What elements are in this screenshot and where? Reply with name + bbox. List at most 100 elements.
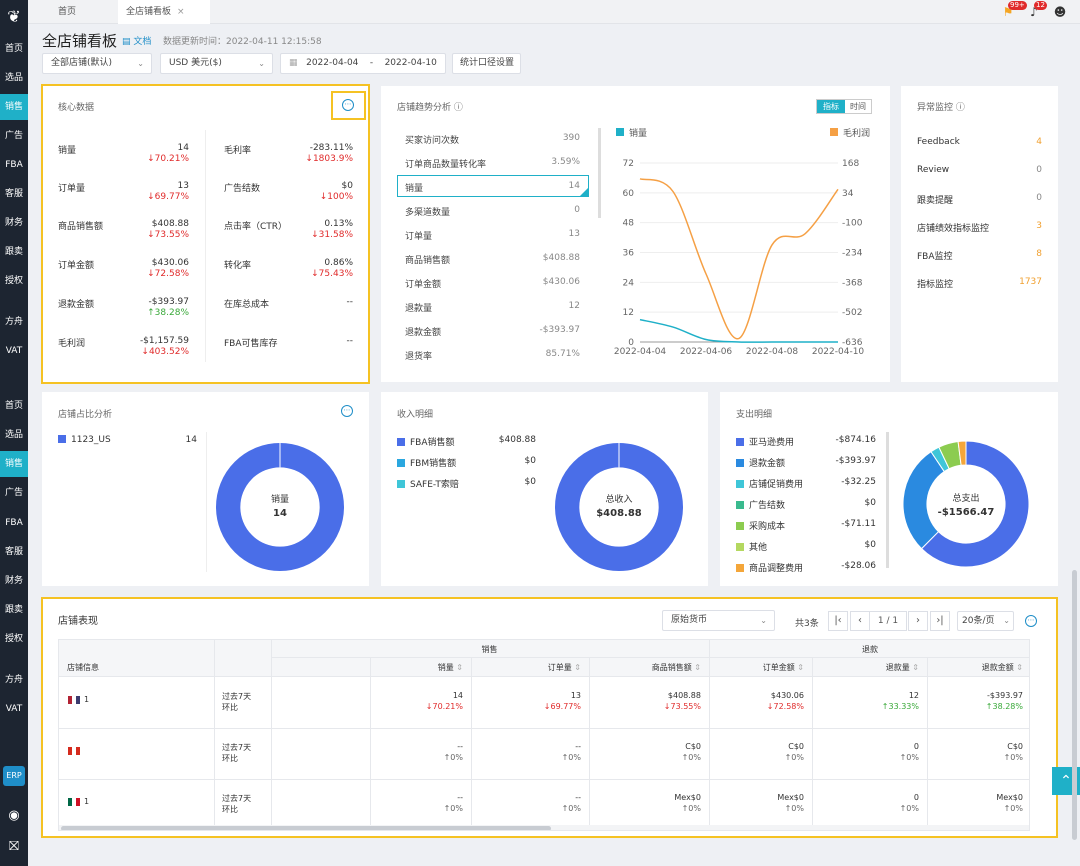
tab-board[interactable]: 全店铺看板 × (118, 0, 210, 24)
scrollbar-thumb[interactable] (61, 826, 551, 830)
alert-label[interactable]: FBA监控 (917, 252, 953, 262)
alert-count[interactable]: 0 (1036, 193, 1042, 203)
column-header[interactable]: 商品销售额 ⇕ (589, 662, 701, 673)
sort-icon[interactable]: ⇕ (453, 663, 463, 672)
page-scrollbar[interactable] (1072, 570, 1077, 840)
sidebar-item[interactable]: 财务 (4, 576, 23, 586)
store-name[interactable]: 1 (84, 797, 90, 806)
sidebar-item[interactable]: 授权 (4, 276, 23, 286)
legend-item[interactable]: 亚马逊费用 (736, 435, 794, 448)
store-select[interactable]: 全部店铺(默认) ⌄ (42, 53, 152, 74)
help-icon[interactable]: ◉ (8, 808, 20, 823)
sidebar-item[interactable]: 跟卖 (4, 605, 23, 615)
gift-icon[interactable]: ⛝ (9, 839, 19, 854)
sidebar-item[interactable]: FBA (5, 160, 23, 170)
expense-scrollbar[interactable] (886, 432, 889, 568)
alert-label[interactable]: Feedback (917, 137, 960, 147)
column-header[interactable]: 退款量 ⇕ (812, 662, 919, 673)
legend-item[interactable]: 商品调整费用 (736, 561, 803, 574)
first-page-button[interactable]: |‹ (828, 611, 848, 631)
sidebar-item[interactable]: 广告 (4, 488, 23, 498)
sidebar-item[interactable]: 广告 (4, 131, 23, 141)
last-page-button[interactable]: ›| (930, 611, 950, 631)
legend-item[interactable]: FBA销售额 (397, 435, 455, 448)
toggle-time[interactable]: 时间 (850, 102, 866, 111)
more-icon[interactable]: ⋯ (342, 99, 354, 111)
sidebar-item[interactable]: 客服 (4, 547, 23, 557)
alert-label[interactable]: 指标监控 (917, 280, 954, 290)
sort-icon[interactable]: ⇕ (794, 663, 804, 672)
sidebar-item[interactable]: 选品 (4, 430, 23, 440)
trend-metric-label[interactable]: 退款量 (405, 304, 433, 314)
sort-icon[interactable]: ⇕ (909, 663, 919, 672)
trend-metric-label[interactable]: 多渠道数量 (405, 208, 451, 218)
selected-metric-box[interactable] (397, 175, 589, 197)
sidebar-item[interactable]: 方舟 (4, 675, 23, 685)
sort-icon[interactable]: ⇕ (1013, 663, 1023, 672)
trend-metric-label[interactable]: 销量 (405, 184, 424, 194)
legend-item[interactable]: SAFE-T索赔 (397, 477, 459, 490)
sidebar-item[interactable]: 客服 (4, 189, 23, 199)
sidebar-item[interactable]: FBA (5, 518, 23, 528)
store-name[interactable]: 1 (84, 695, 90, 704)
trend-metric-label[interactable]: 退货率 (405, 352, 433, 362)
trend-metric-label[interactable]: 订单量 (405, 232, 433, 242)
page-size-select[interactable]: 20条/页 ⌄ (957, 611, 1014, 631)
sidebar-item[interactable]: VAT (5, 704, 23, 714)
alert-count[interactable]: 8 (1036, 249, 1042, 259)
legend-item[interactable]: 广告结数 (736, 498, 785, 511)
legend-item[interactable]: FBM销售额 (397, 456, 456, 469)
trend-metric-label[interactable]: 买家访问次数 (405, 136, 460, 146)
sort-icon[interactable]: ⇕ (691, 663, 701, 672)
sidebar-item[interactable]: 选品 (4, 73, 23, 83)
sidebar-item[interactable]: 销售 (0, 94, 28, 120)
stats-settings-button[interactable]: 统计口径设置 (452, 53, 521, 74)
column-header[interactable]: 订单金额 ⇕ (709, 662, 804, 673)
sidebar-item[interactable]: 跟卖 (4, 247, 23, 257)
tab-home[interactable]: 首页 (58, 7, 77, 17)
doc-link[interactable]: ▤ 文档 (122, 37, 152, 47)
sort-icon[interactable]: ⇕ (571, 663, 581, 672)
legend-item[interactable]: 1123_US (58, 435, 111, 445)
sidebar-item[interactable]: 首页 (4, 44, 23, 54)
alert-label[interactable]: 店铺绩效指标监控 (917, 224, 990, 234)
sidebar-item[interactable]: 方舟 (4, 317, 23, 327)
alert-label[interactable]: 跟卖提醒 (917, 196, 954, 206)
user-avatar-icon[interactable]: ☻ (1053, 5, 1067, 19)
trend-metric-label[interactable]: 订单金额 (405, 280, 442, 290)
sidebar-item[interactable]: 销售 (0, 451, 28, 477)
horizontal-scrollbar[interactable] (59, 825, 1029, 830)
toggle-metric[interactable]: 指标 (817, 100, 845, 113)
currency-select[interactable]: USD 美元($) ⌄ (160, 53, 273, 74)
sidebar-item[interactable]: 财务 (4, 218, 23, 228)
trend-metric-label[interactable]: 订单商品数量转化率 (405, 160, 487, 170)
sidebar-item[interactable]: 授权 (4, 634, 23, 644)
more-icon[interactable]: ⋯ (1025, 615, 1037, 627)
page-indicator[interactable]: 1 / 1 (869, 611, 907, 631)
alert-label[interactable]: Review (917, 165, 950, 175)
date-range-picker[interactable]: ▦ 2022-04-04 - 2022-04-10 (280, 53, 446, 74)
legend-item[interactable]: 其他 (736, 540, 767, 553)
flag-icon[interactable]: ⚑ 99+ (1002, 1, 1027, 19)
alert-count[interactable]: 1737 (1019, 277, 1042, 287)
trend-metric-label[interactable]: 商品销售额 (405, 256, 451, 266)
bell-icon[interactable]: ♪ 12 (1030, 1, 1047, 19)
column-header[interactable]: 退款金额 ⇕ (927, 662, 1023, 673)
alert-count[interactable]: 3 (1036, 221, 1042, 231)
alert-count[interactable]: 4 (1036, 137, 1042, 147)
alert-count[interactable]: 0 (1036, 165, 1042, 175)
more-icon[interactable]: ⋯ (341, 405, 353, 417)
next-page-button[interactable]: › (908, 611, 928, 631)
sidebar-item[interactable]: 首页 (4, 401, 23, 411)
sidebar-item[interactable]: VAT (5, 346, 23, 356)
column-header[interactable]: 订单量 ⇕ (471, 662, 581, 673)
prev-page-button[interactable]: ‹ (850, 611, 870, 631)
legend-item[interactable]: 采购成本 (736, 519, 785, 532)
legend-item[interactable]: 店铺促销费用 (736, 477, 803, 490)
legend-item[interactable]: 退款金额 (736, 456, 785, 469)
trend-metric-label[interactable]: 退款金额 (405, 328, 442, 338)
currency-mode-select[interactable]: 原始货币 ⌄ (662, 610, 775, 631)
erp-button[interactable]: ERP (3, 766, 25, 786)
column-header[interactable]: 销量 ⇕ (370, 662, 463, 673)
close-icon[interactable]: × (177, 7, 185, 17)
